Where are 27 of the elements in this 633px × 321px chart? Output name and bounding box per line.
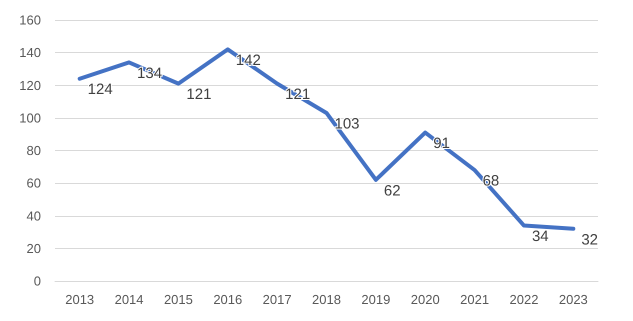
x-tick-label: 2023 [558, 292, 588, 307]
x-tick-label: 2014 [114, 292, 144, 307]
data-label: 121 [186, 86, 212, 104]
y-tick-label: 80 [26, 143, 41, 158]
x-tick-label: 2018 [312, 292, 341, 307]
x-tick-label: 2013 [65, 292, 94, 307]
x-tick-label: 2022 [509, 292, 538, 307]
data-label: 124 [88, 81, 113, 98]
x-tick-label: 2021 [460, 292, 490, 307]
y-tick-label: 140 [19, 45, 41, 60]
y-tick-label: 0 [34, 274, 41, 288]
x-tick-label: 2019 [361, 292, 390, 307]
y-tick-label: 120 [19, 78, 41, 93]
line-series [78, 47, 576, 231]
y-tick-label: 160 [19, 12, 41, 28]
x-tick-label: 2020 [410, 292, 440, 307]
data-label: 32 [581, 231, 598, 248]
data-label: 34 [532, 228, 549, 246]
data-label: 62 [384, 182, 401, 200]
y-tick-label: 60 [26, 176, 41, 191]
x-tick-label: 2016 [213, 292, 242, 307]
x-tick-label: 2017 [262, 292, 292, 307]
y-tick-label: 20 [26, 240, 41, 256]
y-tick-label: 40 [26, 208, 41, 224]
x-tick-label: 2015 [164, 292, 193, 307]
y-tick-label: 100 [19, 110, 41, 126]
data-label: 103 [334, 115, 360, 132]
